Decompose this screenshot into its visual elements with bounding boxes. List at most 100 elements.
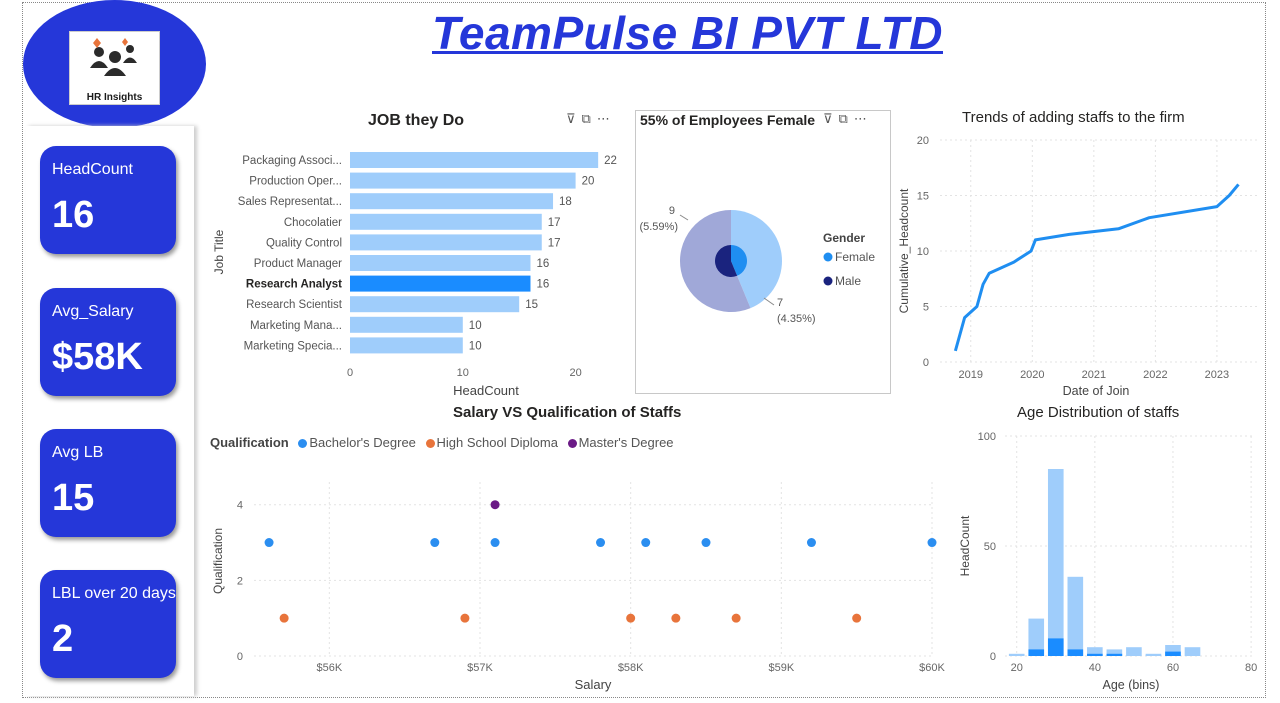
legend-item[interactable]: Bachelor's Degree <box>292 435 416 450</box>
kpi-label: Avg LB <box>52 444 104 461</box>
page-title: TeamPulse BI PVT LTD <box>432 7 943 59</box>
more-options-icon[interactable]: ⋯ <box>853 112 873 127</box>
focus-mode-icon[interactable]: ⧉ <box>581 112 597 127</box>
bar <box>350 152 599 168</box>
tick-label: 80 <box>1245 662 1257 674</box>
data-label: 17 <box>548 237 561 249</box>
histogram-bar <box>1126 647 1142 656</box>
legend-dot <box>425 439 435 448</box>
data-label: 20 <box>582 176 595 188</box>
tick-label: 40 <box>1089 662 1101 674</box>
scatter-point <box>279 613 289 623</box>
pie-chart-panel <box>635 110 891 394</box>
axis-title: Age (bins) <box>1103 678 1160 692</box>
data-label: 10 <box>469 320 482 332</box>
gender-pie-chart: 7 (4.35%) 9 (5.59%) Gender Female Male <box>639 205 875 325</box>
scatter-point <box>806 538 816 548</box>
legend-item[interactable]: Master's Degree <box>562 435 674 450</box>
filter-icon[interactable]: ⊽ <box>823 112 839 127</box>
histogram-bar <box>1087 647 1103 656</box>
scatter-chart-title: Salary VS Qualification of Staffs <box>453 404 682 421</box>
slice-value-label: 7 <box>777 297 783 309</box>
data-label: 22 <box>604 155 617 167</box>
tick-label: $57K <box>467 662 493 674</box>
legend-title: Gender <box>823 231 865 245</box>
kpi-card-avg-salary[interactable]: Avg_Salary $58K <box>40 288 176 396</box>
kpi-value: 15 <box>52 477 95 519</box>
tick-label: 20 <box>569 367 581 379</box>
tick-label: 2019 <box>959 369 983 381</box>
more-options-icon[interactable]: ⋯ <box>596 112 616 127</box>
legend-label: Bachelor's Degree <box>309 435 416 450</box>
histogram-bar <box>1106 649 1123 656</box>
scatter-point <box>430 538 440 548</box>
legend-label: Male <box>835 274 861 288</box>
tick-label: 20 <box>1011 662 1023 674</box>
legend-item[interactable]: High School Diploma <box>420 435 558 450</box>
tick-label: $58K <box>618 662 644 674</box>
tick-label: $56K <box>316 662 342 674</box>
histogram-bar <box>1145 653 1162 656</box>
bar <box>350 255 531 271</box>
bar <box>350 316 463 333</box>
category-label: Marketing Specia... <box>244 340 342 352</box>
job-chart-toolbar: ⊽⧉⋯ <box>566 112 616 127</box>
kpi-value: 2 <box>52 618 74 660</box>
category-label: Chocolatier <box>284 217 342 229</box>
histogram-bar <box>1184 647 1201 656</box>
leader-line <box>679 214 689 221</box>
bar <box>350 213 542 230</box>
kpi-label: HeadCount <box>52 161 133 178</box>
scatter-point <box>731 613 741 623</box>
data-label: 10 <box>469 340 482 352</box>
histogram-highlight-bar <box>1047 638 1064 656</box>
category-label: Marketing Mana... <box>250 320 342 332</box>
tick-label: 2020 <box>1020 369 1044 381</box>
leader-line <box>763 297 775 306</box>
histogram-highlight-bar <box>1106 653 1123 656</box>
age-histogram: 0 50 100 20 40 60 80 Age (bins) HeadCount <box>958 431 1257 692</box>
pie-inner-slice <box>731 245 747 276</box>
focus-mode-icon[interactable]: ⧉ <box>838 112 854 127</box>
logo-text: HR Insights <box>86 92 143 103</box>
job-bar-chart: Packaging Associ... 22 Production Oper... 2… <box>212 152 617 398</box>
histogram-bar <box>1067 576 1084 656</box>
category-label: Quality Control <box>266 237 342 249</box>
category-label: Sales Representat... <box>238 196 342 208</box>
scatter-point <box>264 538 274 548</box>
tick-label: 0 <box>237 651 243 663</box>
slice-pct-label: (5.59%) <box>639 221 678 233</box>
tick-label: 0 <box>347 367 353 379</box>
people-group-icon <box>90 38 137 76</box>
kpi-label: Avg_Salary <box>52 303 134 320</box>
tick-label: 20 <box>917 135 929 147</box>
histogram-highlight-bar <box>1028 649 1045 656</box>
series-line <box>953 183 1240 352</box>
pie-slice <box>731 210 782 309</box>
category-label: Research Analyst <box>246 279 342 291</box>
legend-title: Qualification <box>210 435 289 450</box>
tick-label: 50 <box>984 541 996 553</box>
tick-label: 0 <box>990 651 996 663</box>
category-label: Product Manager <box>254 258 342 270</box>
kpi-card-lbl-over-20[interactable]: LBL over 20 days 2 <box>40 570 176 678</box>
tick-label: 2022 <box>1143 369 1167 381</box>
histogram-bar <box>1008 653 1025 656</box>
legend-dot <box>567 439 577 448</box>
data-label: 17 <box>548 217 561 229</box>
tick-label: 2023 <box>1205 369 1229 381</box>
axis-title: Salary <box>575 677 612 692</box>
bar <box>350 275 531 292</box>
tick-label: 100 <box>978 431 996 443</box>
scatter-point <box>852 613 862 623</box>
pie-chart-title: 55% of Employees Female <box>640 112 816 128</box>
kpi-label: LBL over 20 days <box>52 585 176 602</box>
kpi-card-headcount[interactable]: HeadCount 16 <box>40 146 176 254</box>
legend-label: Female <box>835 250 875 264</box>
tick-label: 10 <box>457 367 469 379</box>
job-chart-title: JOB they Do <box>368 112 465 129</box>
category-label: Production Oper... <box>249 176 342 188</box>
tick-label: 0 <box>923 357 929 369</box>
kpi-card-avg-lb[interactable]: Avg LB 15 <box>40 429 176 537</box>
filter-icon[interactable]: ⊽ <box>566 112 582 127</box>
